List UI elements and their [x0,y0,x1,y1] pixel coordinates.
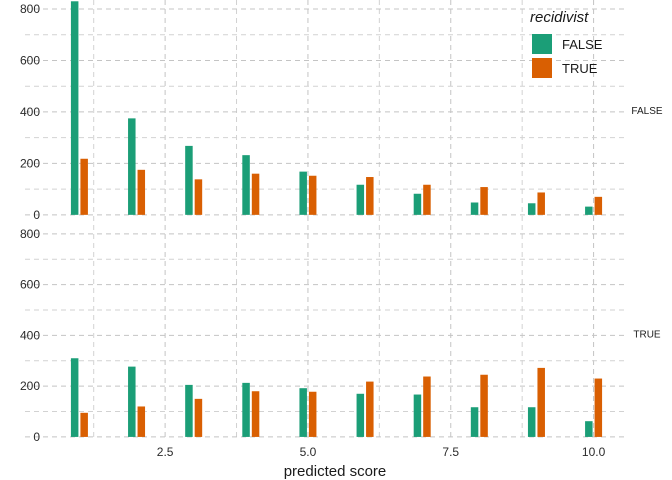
bar-facet-true-false-x1 [70,358,79,437]
y-tick-label: 600 [20,53,40,67]
x-axis-title: predicted score [284,463,387,480]
bar-facet-false-false-x5 [299,171,307,215]
bar-facet-true-false-x7 [413,394,422,437]
x-tick-label: 5.0 [300,445,317,459]
legend-label-true: TRUE [562,61,598,76]
legend-title: recidivist [530,9,589,26]
bar-facet-true-true-x7 [423,376,431,437]
bar-facet-false-true-x2 [137,169,146,215]
bar-facet-true-false-x9 [527,407,536,437]
bar-facet-true-false-x6 [356,393,365,437]
y-tick-label: 0 [33,208,40,222]
bar-facet-true-false-x5 [299,388,307,437]
bar-facet-false-true-x6 [366,177,374,215]
bar-facet-true-true-x8 [480,374,488,437]
bar-facet-true-false-x3 [185,384,193,437]
grid-lines [25,0,625,438]
x-tick-label: 10.0 [582,445,606,459]
bar-facet-true-false-x10 [585,421,593,437]
bar-facet-true-true-x5 [308,391,317,437]
bar-facet-true-false-x2 [128,366,136,437]
y-axis-labels: 0 200 400 600 800 0 200 400 600 800 [20,2,40,444]
legend: recidivist FALSE TRUE [530,9,603,78]
bar-facet-false-true-x10 [594,196,603,215]
bar-facet-false-false-x7 [413,193,422,215]
bars [70,1,603,437]
bar-facet-false-false-x1 [70,1,79,215]
bar-facet-false-false-x8 [470,202,479,215]
legend-label-false: FALSE [562,37,603,52]
bar-facet-false-false-x2 [128,118,136,215]
y-tick-label: 800 [20,2,40,16]
bar-facet-false-true-x3 [194,179,203,215]
y-tick-label: 200 [20,156,40,170]
y-tick-label: 200 [20,379,40,393]
bar-facet-true-true-x10 [594,378,603,437]
bar-facet-true-true-x2 [137,406,146,437]
bar-facet-false-false-x4 [242,155,250,215]
y-tick-label: 600 [20,278,40,292]
bar-facet-false-true-x7 [423,184,431,215]
y-tick-label: 400 [20,328,40,342]
bar-facet-false-true-x4 [251,173,260,215]
bar-facet-false-false-x6 [356,184,365,215]
bar-facet-false-false-x3 [185,145,193,215]
facet-strip-label: FALSE [631,106,662,117]
bar-facet-true-true-x1 [80,412,88,437]
y-tick-label: 400 [20,105,40,119]
bar-facet-false-true-x5 [308,175,317,215]
y-tick-label: 0 [33,430,40,444]
bar-facet-false-true-x1 [80,158,88,215]
bar-facet-false-false-x9 [527,203,536,215]
bar-facet-true-true-x3 [194,398,203,437]
bar-facet-true-true-x6 [366,381,374,437]
bar-facet-false-true-x9 [537,192,545,215]
bar-facet-false-true-x8 [480,187,488,215]
x-axis-labels: 2.5 5.0 7.5 10.0 [157,445,606,459]
bar-facet-true-true-x9 [537,367,545,437]
x-tick-label: 7.5 [442,445,459,459]
bar-facet-false-false-x10 [585,206,593,215]
facet-strip-labels: FALSE TRUE [631,106,662,341]
x-tick-label: 2.5 [157,445,174,459]
bar-facet-true-true-x4 [251,391,260,437]
legend-key-false [532,34,552,54]
facet-strip-label: TRUE [633,330,661,341]
y-tick-label: 800 [20,227,40,241]
legend-key-true [532,58,552,78]
bar-facet-true-false-x8 [470,407,479,437]
bar-facet-true-false-x4 [242,382,250,437]
